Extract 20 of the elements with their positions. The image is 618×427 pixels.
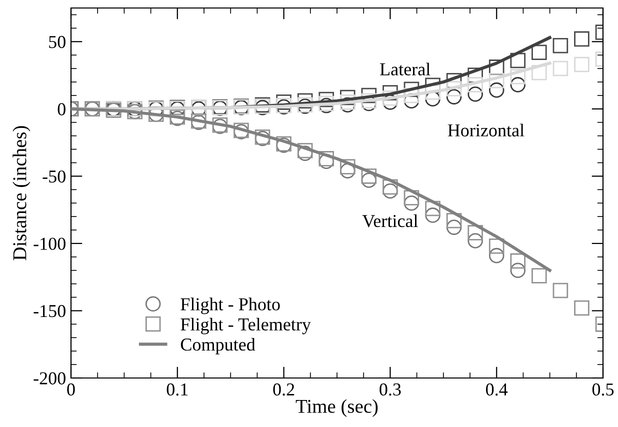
y-tick-label: 50 [49, 36, 66, 48]
annotation: Vertical [362, 214, 418, 228]
x-tick-label: 0.2 [273, 383, 294, 396]
legend-label: Flight - Telemetry [180, 318, 311, 334]
x-tick-label: 0.5 [592, 383, 614, 396]
y-axis-title: Distance (inches) [12, 126, 30, 260]
y-tick-label: 0 [58, 103, 66, 116]
y-tick-label: -200 [34, 372, 66, 384]
x-axis-title: Time (sec) [296, 399, 378, 417]
x-tick-label: 0 [67, 383, 75, 396]
legend-label: Computed [180, 338, 256, 354]
x-tick-label: 0.1 [166, 383, 188, 396]
x-tick-label: 0.3 [380, 383, 401, 396]
y-tick-label: -100 [34, 238, 66, 250]
annotation: Lateral [380, 62, 430, 76]
y-tick-label: -50 [42, 170, 66, 183]
annotation: Horizontal [448, 124, 524, 136]
x-tick-label: 0.4 [486, 383, 508, 396]
legend-label: Flight - Photo [180, 298, 280, 314]
y-tick-label: -150 [34, 304, 66, 318]
